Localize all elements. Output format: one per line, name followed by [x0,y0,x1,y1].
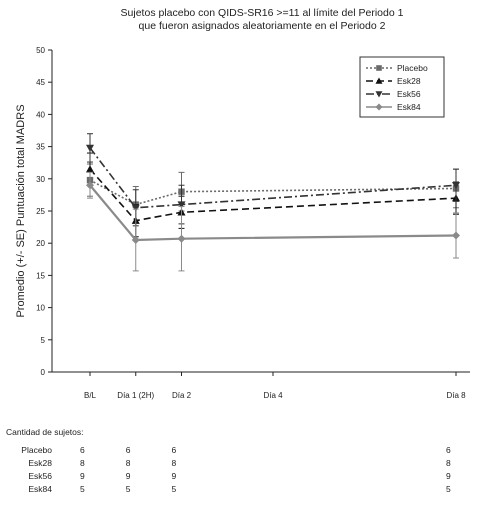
x-tick-label: Día 2 [172,391,192,400]
data-point [86,165,94,173]
y-tick-label: 20 [36,239,45,248]
y-tick-label: 50 [36,46,45,55]
subjects-row-label: Esk56 [28,471,52,481]
series-line [89,147,457,209]
y-tick-label: 40 [36,110,45,119]
subjects-count-value: 9 [446,471,451,481]
data-point [131,235,140,244]
subjects-row-label: Esk28 [28,458,52,468]
series-placebo [86,163,460,224]
data-point [452,231,460,240]
legend-label: Placebo [397,63,428,73]
series-lines [86,133,460,272]
subjects-count-value: 6 [80,445,85,455]
data-point [86,181,94,190]
subjects-count-table: Cantidad de sujetos: Placebo 6 6 6 6 Esk28 8 8 8 8… [6,427,451,494]
subjects-count-value: 8 [80,458,85,468]
series-line [89,179,457,206]
subjects-table-title: Cantidad de sujetos: [6,427,84,437]
data-point [131,204,140,212]
y-tick-label: 35 [36,143,45,152]
y-tick-label: 30 [36,175,45,184]
subjects-row-label: Esk84 [28,484,52,494]
y-tick-label: 10 [36,304,45,313]
subjects-count-value: 8 [172,458,177,468]
x-tick-label: Día 1 (2H) [117,391,154,400]
y-tick-label: 15 [36,271,45,280]
subjects-count-value: 8 [126,458,131,468]
series-line [89,184,457,242]
subjects-count-value: 8 [446,458,451,468]
data-point [376,65,382,71]
series-esk56 [86,133,460,227]
y-tick-label: 25 [36,207,45,216]
data-point [375,91,383,98]
chart-title-line-0: Sujetos placebo con QIDS-SR16 >=11 al lí… [121,7,404,19]
data-point [375,77,383,84]
subjects-count-value: 5 [172,484,177,494]
x-tick-label: Día 4 [263,391,283,400]
chart-title-line-1: que fueron asignados aleatoriamente en e… [139,20,386,32]
y-axis-label: Promedio (+/- SE) Puntuación total MADRS [15,104,27,317]
subjects-count-value: 6 [172,445,177,455]
legend: Placebo Esk28 Esk56 Esk84 [359,56,445,118]
subjects-count-value: 6 [446,445,451,455]
subjects-count-value: 9 [80,471,85,481]
legend-label: Esk28 [397,76,421,86]
subjects-count-value: 9 [126,471,131,481]
data-point [452,182,460,190]
subjects-row-label: Placebo [21,445,52,455]
subjects-count-value: 6 [126,445,131,455]
x-tick-label: B/L [84,391,97,400]
data-point [177,234,186,243]
chart-title: Sujetos placebo con QIDS-SR16 >=11 al lí… [121,7,404,32]
y-axis-ticks: 0 5 10 15 20 25 30 35 40 45 50 [36,46,52,377]
y-tick-label: 45 [36,78,45,87]
subjects-count-value: 5 [126,484,131,494]
subjects-count-value: 9 [172,471,177,481]
data-point [177,201,186,209]
series-esk84 [86,171,460,272]
data-point [375,103,383,111]
legend-label: Esk56 [397,89,421,99]
data-point [86,144,94,152]
subjects-count-value: 5 [80,484,85,494]
y-tick-label: 0 [41,368,46,377]
series-esk28 [86,152,460,238]
subjects-count-value: 5 [446,484,451,494]
y-tick-label: 5 [41,336,46,345]
x-tick-label: Día 8 [446,391,466,400]
series-line [89,168,457,222]
legend-label: Esk84 [397,102,421,112]
x-axis-ticks: B/L Día 1 (2H) Día 2 Día 4 Día 8 [84,372,466,400]
